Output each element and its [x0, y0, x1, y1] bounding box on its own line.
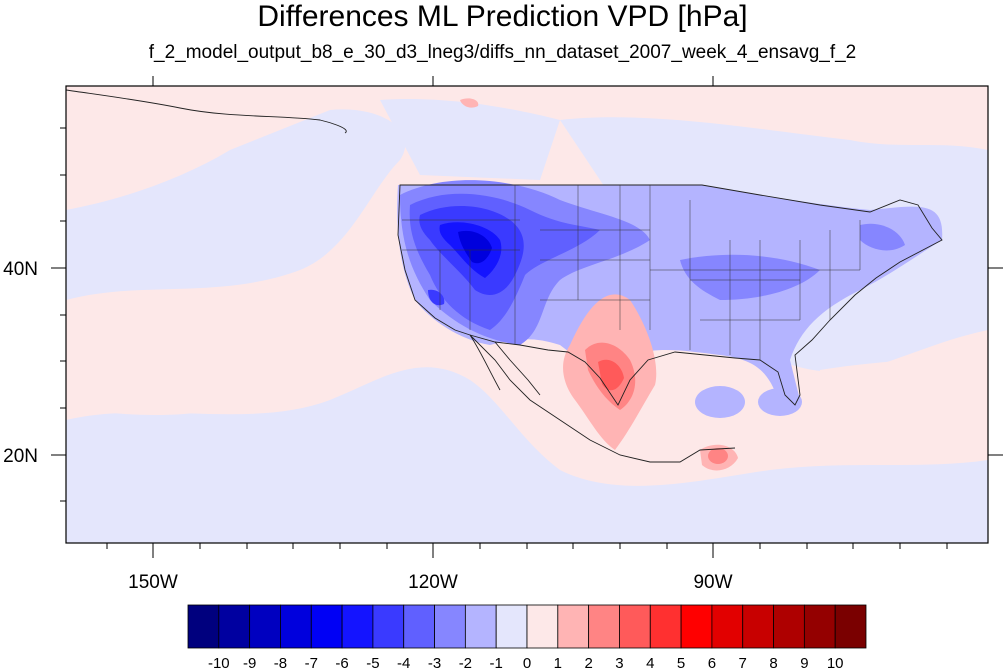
- colorbar-swatch: [341, 604, 374, 649]
- colorbar-swatch: [680, 604, 713, 649]
- field-gulf-patch-east: [758, 388, 802, 416]
- x-tick-label-120w: 120W: [408, 572, 458, 593]
- colorbar-swatch: [526, 604, 559, 649]
- colorbar-swatch: [280, 604, 312, 649]
- field-pink-upper: [460, 98, 479, 108]
- field-gulf-patch-west: [695, 386, 745, 418]
- state-borders: [402, 185, 861, 360]
- colorbar-swatch: [834, 604, 867, 649]
- field-layer: [66, 86, 988, 543]
- colorbar-label: -2: [459, 655, 472, 672]
- field-texas-pos-strong: [598, 359, 624, 391]
- x-tick-label-150w: 150W: [128, 572, 178, 593]
- colorbar-label: -7: [305, 655, 318, 672]
- colorbar-label: 7: [739, 655, 747, 672]
- colorbar-label: -6: [335, 655, 348, 672]
- colorbar-label: 9: [800, 655, 808, 672]
- colorbar-swatch: [372, 604, 405, 649]
- colorbar-label: 0: [523, 655, 531, 672]
- colorbar-label: -4: [397, 655, 410, 672]
- field-light-blue-south: [66, 367, 988, 543]
- canada-coast: [66, 89, 347, 134]
- colorbar-swatch: [742, 604, 774, 649]
- colorbar-label: -10: [208, 655, 230, 672]
- field-yucatan-core: [708, 448, 728, 464]
- field-us-northeast: [860, 223, 905, 251]
- colorbar-label: 1: [554, 655, 562, 672]
- colorbar-swatch: [249, 604, 281, 649]
- colorbar-swatch: [619, 604, 651, 649]
- x-tick-label-90w: 90W: [693, 572, 732, 593]
- colorbar-swatch: [495, 604, 528, 649]
- colorbar-label: 6: [708, 655, 716, 672]
- colorbar-label: 4: [646, 655, 654, 672]
- baja-coast: [469, 334, 501, 391]
- colorbar-swatch: [557, 604, 590, 649]
- colorbar-swatch: [803, 604, 836, 649]
- y-tick-label-20n: 20N: [3, 446, 38, 467]
- field-light-blue-pacific: [66, 109, 406, 300]
- field-us-core: [458, 230, 492, 264]
- colorbar-swatch: [649, 604, 682, 649]
- colorbar-swatch: [434, 604, 466, 649]
- colorbar-label: 2: [584, 655, 592, 672]
- field-pink-pacific: [90, 380, 260, 415]
- colorbar-swatch: [711, 604, 744, 649]
- colorbar-swatch: [218, 604, 251, 649]
- colorbar-swatch: [773, 604, 805, 649]
- colorbar-label: 3: [615, 655, 623, 672]
- colorbar-swatch: [464, 604, 497, 649]
- colorbar-swatch: [588, 604, 620, 649]
- colorbar-swatch: [310, 604, 343, 649]
- colorbar-label: -8: [274, 655, 287, 672]
- colorbar-label: -9: [243, 655, 256, 672]
- field-us-east-mid: [680, 254, 820, 300]
- field-pink-atlantic: [820, 350, 988, 440]
- colorbar-label: 5: [677, 655, 685, 672]
- chart-subtitle: f_2_model_output_b8_e_30_d3_lneg3/diffs_…: [148, 42, 857, 63]
- colorbar-swatch: [403, 604, 435, 649]
- tick-marks: [51, 76, 1003, 558]
- colorbar-swatch: [187, 604, 220, 649]
- field-light-blue-north: [380, 99, 560, 180]
- colorbar-label: 8: [769, 655, 777, 672]
- y-tick-label-40n: 40N: [3, 259, 38, 280]
- chart-title: Differences ML Prediction VPD [hPa]: [257, 0, 748, 33]
- colorbar: -10 -9 -8 -7 -6 -5 -4 -3 -2 -1 0 1 2 3 4 5 6 7 8 9 10: [187, 604, 867, 672]
- colorbar-label: 10: [827, 655, 844, 672]
- colorbar-label: -5: [366, 655, 379, 672]
- colorbar-label: -3: [428, 655, 441, 672]
- colorbar-label: -1: [490, 655, 503, 672]
- mexico-outline: [469, 334, 736, 463]
